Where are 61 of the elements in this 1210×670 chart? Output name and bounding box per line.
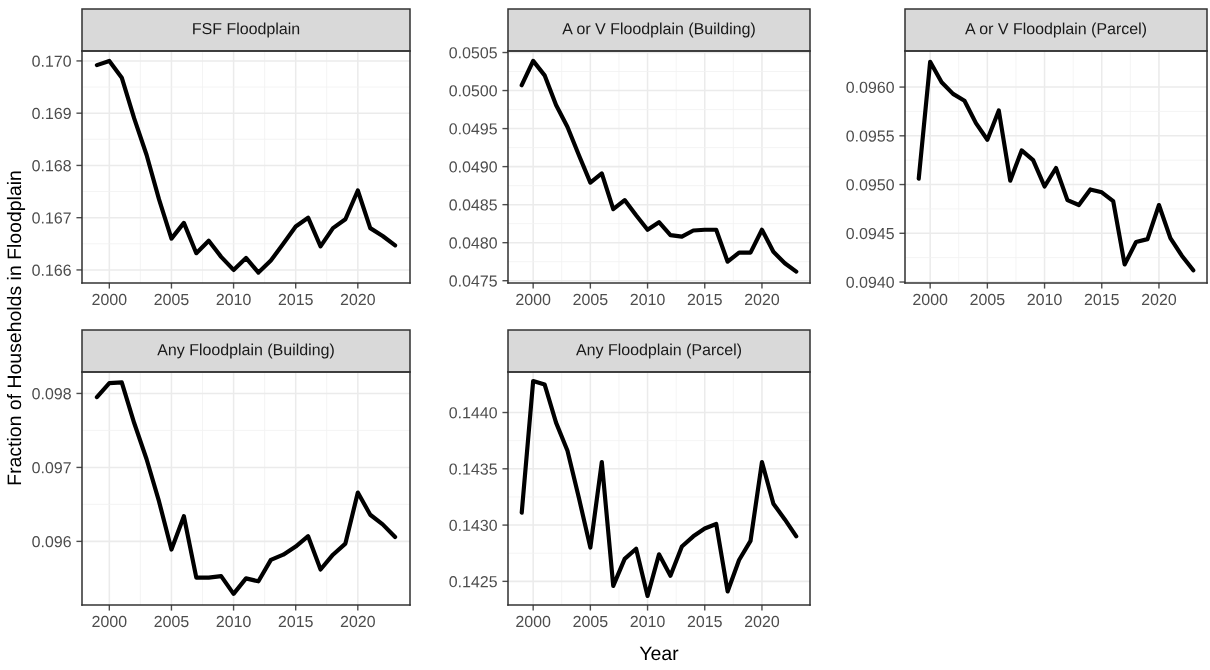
y-tick-label: 0.096 (32, 536, 71, 548)
y-tick-label: 0.0500 (449, 85, 497, 97)
x-tick-label: 2015 (687, 615, 722, 628)
chart-title: Any Floodplain (Building) (157, 343, 334, 359)
x-tick-label: 2000 (516, 293, 551, 306)
y-tick-label: 0.0505 (449, 47, 497, 59)
y-tick-label: 0.097 (32, 462, 71, 474)
y-tick-label: 0.1430 (449, 519, 497, 532)
chart-title: Any Floodplain (Parcel) (576, 343, 742, 359)
y-tick-label: 0.168 (32, 160, 71, 172)
x-axis-title: Year (639, 646, 679, 661)
x-tick-label: 2010 (216, 615, 251, 628)
line-series (916, 59, 1196, 273)
x-tick-label: 2005 (154, 293, 189, 306)
x-tick-label: 2020 (340, 293, 375, 306)
x-tick-label: 2010 (216, 293, 251, 306)
x-tick-label: 2000 (92, 615, 127, 628)
x-tick-label: 2015 (687, 293, 722, 306)
x-tick-label: 2015 (278, 615, 313, 628)
x-tick-label: 2015 (1084, 293, 1119, 306)
x-tick-label: 2020 (1141, 293, 1177, 306)
line-series (519, 58, 799, 274)
x-tick-label: 2005 (573, 615, 608, 628)
x-tick-label: 2000 (516, 615, 551, 628)
x-tick-label: 2010 (1027, 293, 1062, 306)
y-tick-label: 0.166 (32, 264, 71, 276)
y-tick-label: 0.0945 (846, 227, 894, 240)
chart-title: FSF Floodplain (193, 22, 300, 38)
chart-title: A or V Floodplain (Building) (562, 22, 755, 38)
y-tick-label: 0.0475 (449, 275, 497, 287)
y-axis-title: Fraction of Households in Floodplain (6, 171, 26, 485)
x-tick-label: 2020 (744, 293, 780, 306)
y-tick-label: 0.0940 (846, 276, 894, 288)
y-tick-label: 0.0480 (449, 237, 497, 249)
x-tick-label: 2020 (744, 615, 780, 628)
y-tick-label: 0.1440 (449, 407, 497, 419)
y-tick-label: 0.1425 (449, 576, 497, 588)
line-series (94, 58, 398, 275)
y-tick-label: 0.0485 (449, 199, 497, 211)
x-tick-label: 2005 (970, 293, 1005, 306)
y-tick-label: 0.169 (32, 107, 71, 120)
x-tick-label: 2020 (340, 615, 375, 628)
y-tick-label: 0.0960 (846, 81, 894, 94)
chart-title: A or V Floodplain (Parcel) (965, 22, 1147, 38)
x-tick-label: 2010 (630, 293, 665, 306)
x-tick-label: 2015 (278, 293, 313, 306)
y-tick-label: 0.0495 (449, 123, 497, 135)
y-tick-label: 0.098 (32, 388, 71, 400)
y-tick-label: 0.167 (32, 212, 71, 224)
x-tick-label: 2005 (154, 615, 189, 628)
y-tick-label: 0.170 (32, 55, 71, 67)
x-tick-label: 2000 (92, 293, 127, 306)
x-tick-label: 2010 (630, 615, 665, 628)
x-tick-label: 2005 (573, 293, 608, 306)
y-tick-label: 0.0490 (449, 161, 497, 173)
y-tick-label: 0.1435 (449, 463, 497, 475)
y-tick-label: 0.0955 (846, 130, 894, 142)
line-series (94, 380, 398, 596)
line-series (519, 378, 799, 599)
y-tick-label: 0.0950 (846, 179, 894, 191)
x-tick-label: 2000 (913, 293, 948, 306)
